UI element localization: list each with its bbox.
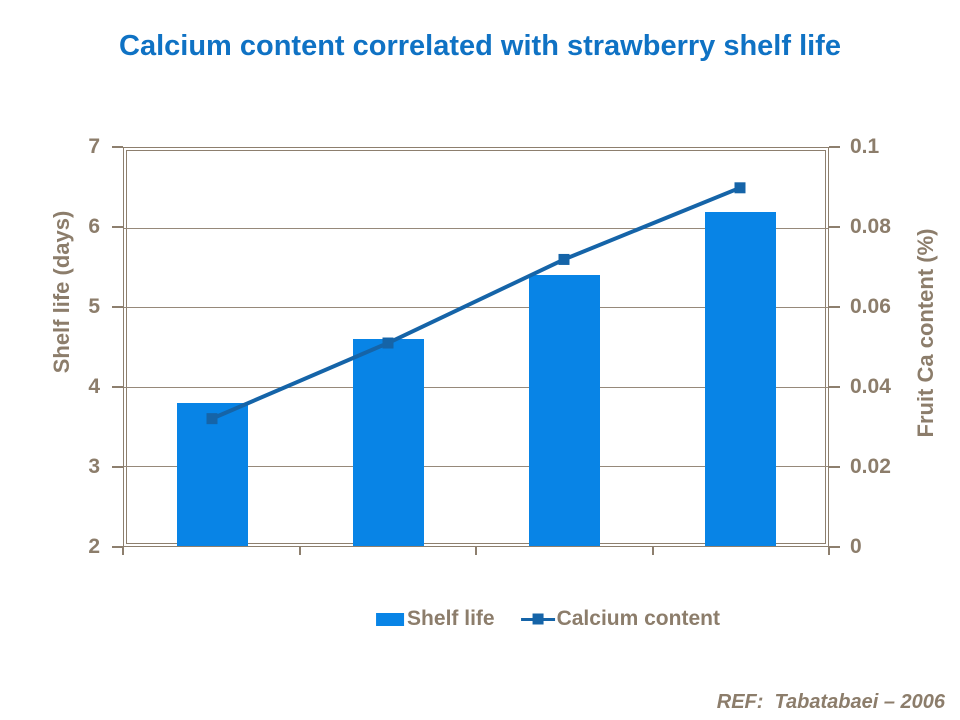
- left-axis-tick-label: 3: [88, 455, 100, 478]
- x-axis-tick-mark: [828, 546, 830, 555]
- legend-item-shelf-life: Shelf life: [376, 607, 495, 631]
- axis-tick-mark: [112, 386, 123, 388]
- x-axis-tick-mark: [475, 546, 477, 555]
- shelf-life-bar: [352, 339, 424, 546]
- legend-label-shelf-life: Shelf life: [407, 607, 495, 630]
- reference-text: REF: Tabatabaei – 2006: [716, 691, 945, 713]
- axis-tick-mark: [112, 546, 123, 548]
- axis-tick-mark: [829, 546, 840, 548]
- axis-tick-mark: [829, 466, 840, 468]
- shelf-life-bar: [704, 211, 776, 546]
- right-axis-tick-label: 0: [850, 535, 862, 558]
- shelf-life-swatch-icon: [376, 612, 405, 626]
- right-axis-tick-marks: [829, 146, 840, 548]
- right-axis-tick-label: 0.02: [850, 455, 891, 478]
- plot-area: [123, 147, 829, 547]
- chart-title: Calcium content correlated with strawber…: [119, 30, 841, 62]
- axis-tick-mark: [112, 306, 123, 308]
- x-axis-tick-marks: [122, 546, 830, 556]
- axis-tick-mark: [829, 386, 840, 388]
- calcium-marker: [734, 182, 746, 194]
- axis-tick-mark: [829, 306, 840, 308]
- axis-tick-mark: [112, 146, 123, 148]
- right-axis-tick-label: 0.06: [850, 295, 891, 318]
- x-axis-tick-mark: [298, 546, 301, 555]
- shelf-life-bar: [176, 402, 248, 546]
- calcium-marker: [558, 253, 570, 265]
- calcium-line-swatch-icon: [520, 613, 555, 625]
- legend: Shelf life Calcium content: [376, 607, 720, 631]
- left-axis-tick-label: 7: [88, 135, 100, 158]
- right-axis-tick-label: 0.08: [850, 215, 891, 238]
- axis-tick-mark: [112, 466, 123, 468]
- right-axis-tick-label: 0.04: [850, 375, 891, 398]
- left-axis-tick-label: 5: [88, 295, 100, 318]
- x-axis-tick-mark: [651, 546, 654, 555]
- left-axis-tick-label: 6: [88, 215, 100, 238]
- right-axis-tick-label: 0.1: [850, 135, 880, 158]
- shelf-life-bar: [528, 275, 600, 546]
- legend-item-calcium: Calcium content: [520, 607, 720, 631]
- left-axis-tick-labels: 7 6 5 4 3 2: [0, 135, 103, 558]
- gridline: [124, 466, 828, 468]
- calcium-marker-icon: [532, 613, 544, 625]
- left-axis-tick-marks: [112, 146, 123, 548]
- axis-tick-mark: [112, 226, 123, 228]
- x-axis-tick-mark: [122, 546, 124, 555]
- calcium-line: [211, 185, 741, 421]
- axis-tick-mark: [829, 226, 840, 228]
- left-axis-tick-label: 2: [88, 535, 100, 558]
- right-axis-tick-labels: 0.1 0.08 0.06 0.04 0.02 0: [850, 135, 950, 558]
- left-axis-tick-label: 4: [88, 375, 100, 398]
- legend-label-calcium: Calcium content: [556, 607, 720, 630]
- axis-tick-mark: [829, 146, 840, 148]
